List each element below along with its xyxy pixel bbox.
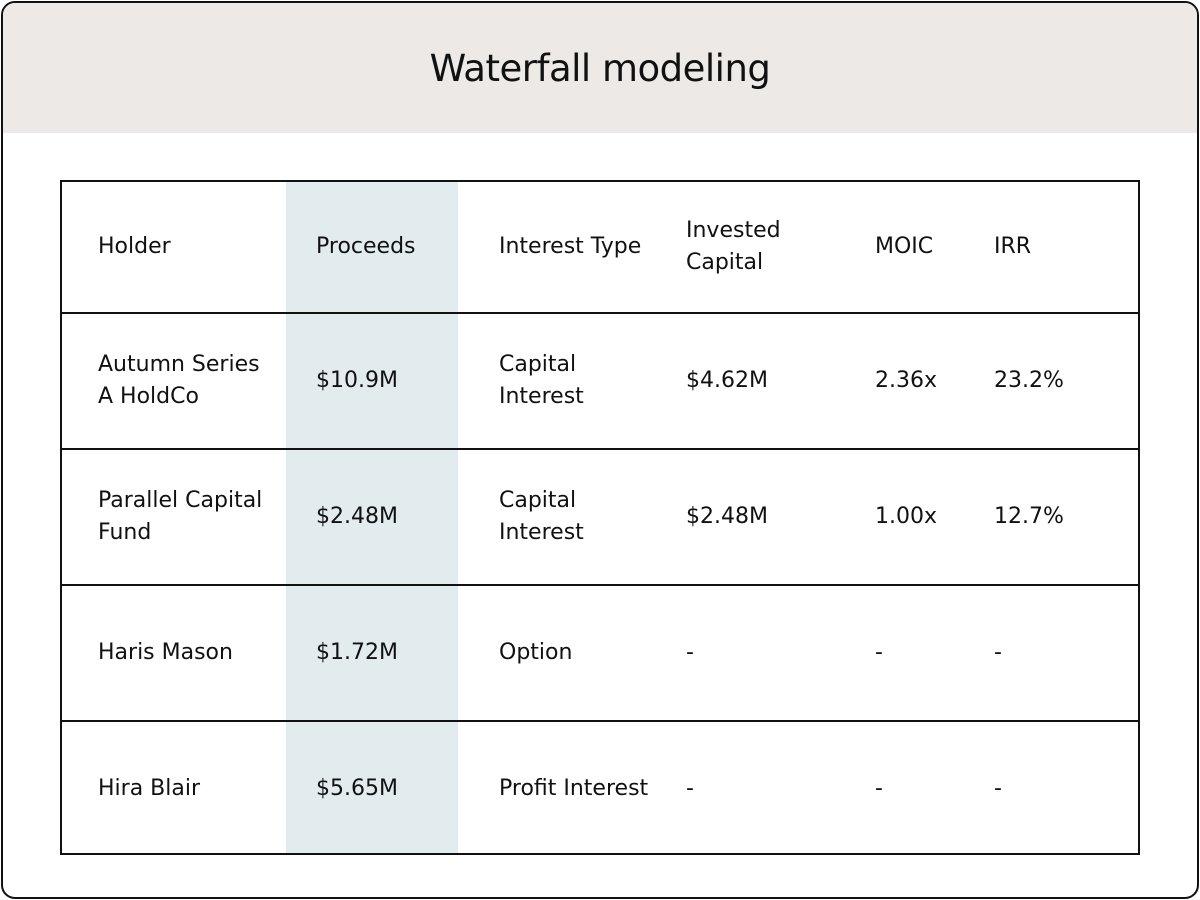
invested-capital-cell: - xyxy=(686,640,694,665)
holder-cell: Parallel Capital Fund xyxy=(98,488,263,545)
moic-cell: - xyxy=(875,640,883,665)
invested-capital-cell: $4.62M xyxy=(686,368,768,393)
irr-cell: 12.7% xyxy=(994,504,1064,529)
moic-cell: 1.00x xyxy=(875,504,938,529)
proceeds-column-highlight xyxy=(286,182,458,853)
invested-capital-cell: $2.48M xyxy=(686,504,768,529)
table-row[interactable]: Hira Blair $5.65M Profit Interest - - - xyxy=(62,722,1138,855)
table-row[interactable]: Autumn Series A HoldCo $10.9M Capital In… xyxy=(62,314,1138,450)
holder-cell: Autumn Series A HoldCo xyxy=(98,352,260,409)
proceeds-cell: $10.9M xyxy=(316,368,398,393)
waterfall-table: Holder Proceeds Interest Type Invested C… xyxy=(60,180,1140,855)
holder-cell: Hira Blair xyxy=(98,775,201,801)
interest-type-cell: Option xyxy=(499,640,573,665)
column-header-proceeds[interactable]: Proceeds xyxy=(316,234,416,259)
interest-type-cell: Capital Interest xyxy=(499,488,584,545)
proceeds-cell: $1.72M xyxy=(316,640,398,665)
proceeds-cell: $2.48M xyxy=(316,504,398,529)
column-header-interest-type[interactable]: Interest Type xyxy=(499,234,642,259)
card-header: Waterfall modeling xyxy=(3,3,1197,133)
proceeds-cell: $5.65M xyxy=(316,775,398,801)
irr-cell: - xyxy=(994,775,1002,801)
column-header-invested-capital[interactable]: Invested Capital xyxy=(686,218,781,275)
interest-type-cell: Capital Interest xyxy=(499,352,584,409)
irr-cell: 23.2% xyxy=(994,368,1064,393)
holder-cell: Haris Mason xyxy=(98,640,233,665)
column-header-irr[interactable]: IRR xyxy=(994,234,1032,259)
table-row[interactable]: Parallel Capital Fund $2.48M Capital Int… xyxy=(62,450,1138,586)
moic-cell: 2.36x xyxy=(875,368,938,393)
table-row[interactable]: Haris Mason $1.72M Option - - - xyxy=(62,586,1138,722)
table-header-row: Holder Proceeds Interest Type Invested C… xyxy=(62,182,1138,314)
invested-capital-cell: - xyxy=(686,775,694,801)
column-header-moic[interactable]: MOIC xyxy=(875,234,934,259)
column-header-holder[interactable]: Holder xyxy=(98,234,171,259)
moic-cell: - xyxy=(875,775,883,801)
irr-cell: - xyxy=(994,640,1002,665)
interest-type-cell: Profit Interest xyxy=(499,775,649,801)
page-title: Waterfall modeling xyxy=(429,46,771,90)
